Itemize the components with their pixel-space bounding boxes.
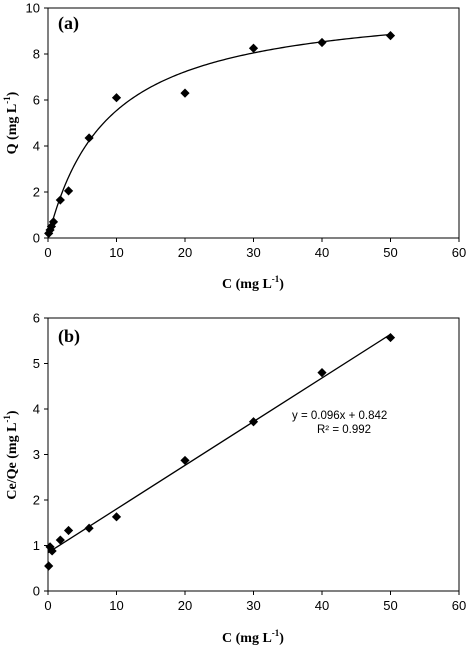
- data-point: [46, 221, 57, 232]
- data-point: [44, 561, 54, 571]
- panel-b-y-ticks: 0 1 2 3 4 5 6: [33, 311, 48, 599]
- x-tick-label: 60: [452, 598, 466, 613]
- y-tick-label: 2: [33, 493, 40, 508]
- panel-a-y-ticks: 0 2 4 6 8 10: [26, 1, 48, 246]
- data-point: [111, 93, 122, 103]
- x-tick-label: 0: [44, 245, 51, 260]
- x-tick-label: 50: [383, 245, 397, 260]
- x-tick-label: 40: [315, 245, 329, 260]
- data-point: [317, 37, 327, 48]
- panel-b-plot-frame: [47, 317, 460, 592]
- y-tick-label: 0: [33, 584, 40, 599]
- panel-b-fit-line: [47, 333, 391, 554]
- x-tick-label: 50: [383, 598, 397, 613]
- panel-b-y-axis-label: Ce/Qe (mg L-1): [2, 410, 20, 499]
- panel-b: (b) 0 10 20 30 40 50 60 0 1 2 3 4 5 6 y = 0.096x + 0…: [2, 311, 466, 647]
- data-point: [385, 31, 396, 41]
- panel-a-x-axis-label: C (mg L-1): [222, 274, 284, 292]
- y-tick-label: 4: [33, 139, 40, 154]
- data-point: [63, 525, 74, 536]
- data-point: [317, 368, 327, 378]
- data-point: [180, 88, 190, 98]
- panel-b-data-points: [44, 332, 396, 571]
- y-tick-label: 1: [33, 538, 40, 553]
- x-tick-label: 40: [315, 598, 329, 613]
- data-point: [48, 217, 59, 227]
- panel-a: (a) 0 10 20 30 40 50 60 0 2 4 6 8 10 C (mg L-1) Q (…: [2, 1, 466, 293]
- data-point: [385, 332, 396, 343]
- y-tick-label: 8: [33, 47, 40, 62]
- y-tick-label: 6: [33, 311, 40, 326]
- y-tick-label: 0: [33, 231, 40, 246]
- y-tick-label: 2: [33, 185, 40, 200]
- data-point: [248, 417, 259, 427]
- panel-b-r2-annotation: R² = 0.992: [317, 424, 371, 436]
- panel-b-label: (b): [58, 326, 80, 347]
- panel-a-data-points: [44, 31, 396, 238]
- panel-b-x-axis-label: C (mg L-1): [222, 628, 284, 646]
- panel-a-x-ticks: 0 10 20 30 40 50 60: [44, 238, 466, 260]
- x-tick-label: 0: [44, 598, 51, 613]
- panel-a-fit-curve: [47, 33, 391, 239]
- x-tick-label: 60: [452, 245, 466, 260]
- x-tick-label: 10: [109, 598, 123, 613]
- y-tick-label: 5: [33, 356, 40, 371]
- data-point: [84, 133, 94, 143]
- data-point: [111, 512, 122, 522]
- data-point: [45, 542, 55, 552]
- x-tick-label: 20: [178, 245, 192, 260]
- panel-a-plot-frame: [47, 7, 460, 239]
- panel-b-equation-annotation: y = 0.096x + 0.842: [292, 410, 387, 422]
- data-point: [55, 535, 65, 545]
- data-point: [248, 43, 259, 53]
- x-tick-label: 10: [109, 245, 123, 260]
- y-tick-label: 10: [26, 1, 40, 16]
- x-tick-label: 30: [246, 245, 260, 260]
- data-point: [47, 546, 57, 556]
- panel-b-x-ticks: 0 10 20 30 40 50 60: [44, 591, 466, 613]
- y-tick-label: 3: [33, 447, 40, 462]
- data-point: [180, 455, 190, 466]
- y-tick-label: 6: [33, 93, 40, 108]
- panel-a-y-axis-label: Q (mg L-1): [2, 91, 20, 154]
- data-point: [55, 195, 65, 205]
- panel-a-label: (a): [58, 13, 79, 34]
- x-tick-label: 30: [246, 598, 260, 613]
- data-point: [63, 186, 74, 196]
- y-tick-label: 4: [33, 402, 40, 417]
- data-point: [84, 523, 94, 533]
- x-tick-label: 20: [178, 598, 192, 613]
